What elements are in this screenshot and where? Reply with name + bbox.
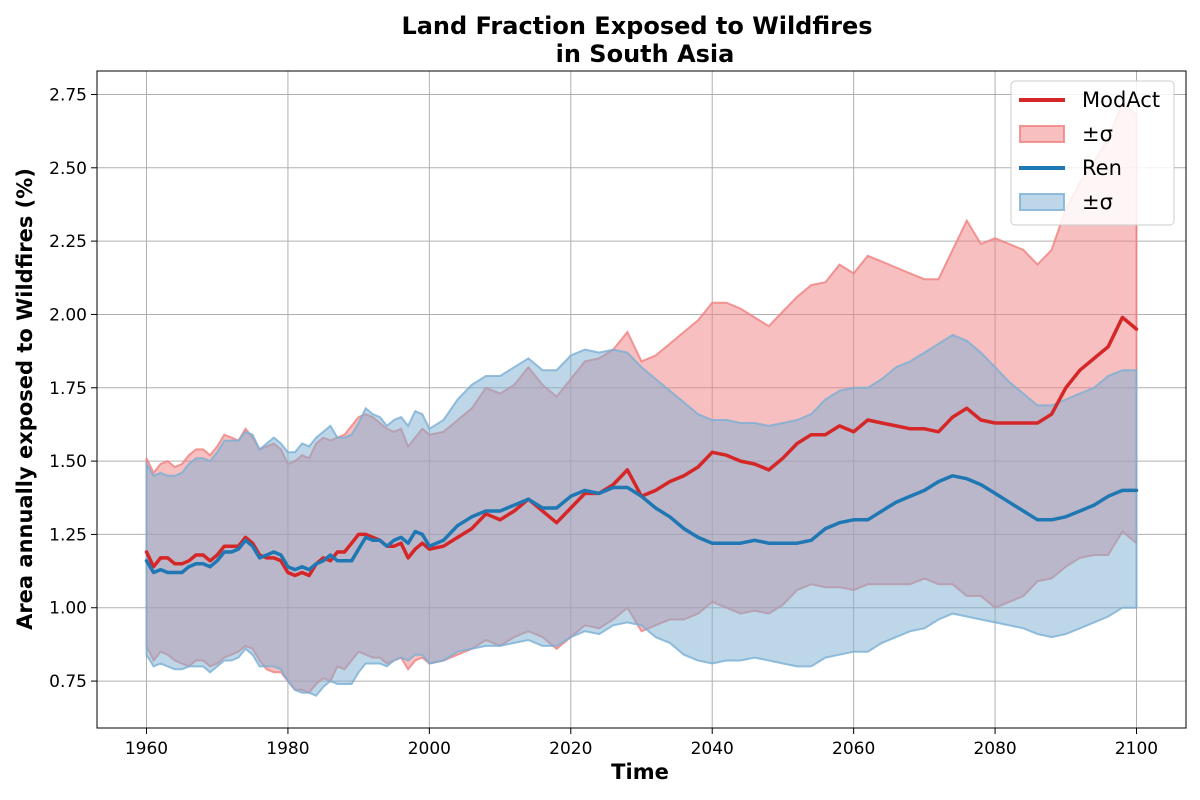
- y-tick-label: 0.75: [49, 672, 87, 692]
- x-axis-label: Time: [611, 760, 669, 784]
- chart-title-line1: Land Fraction Exposed to Wildfires: [401, 12, 872, 40]
- legend-label: ModAct: [1082, 88, 1160, 112]
- line-modact: [144, 315, 1139, 578]
- x-tick-label: 2080: [973, 739, 1016, 759]
- x-tick-label: 2000: [408, 739, 451, 759]
- legend-label: Ren: [1082, 156, 1122, 180]
- y-tick-label: 1.25: [49, 525, 87, 545]
- legend-box: [1010, 80, 1175, 226]
- y-tick-label: 2.00: [49, 305, 87, 325]
- y-tick-label: 2.50: [49, 159, 87, 179]
- y-tick-label: 1.75: [49, 379, 87, 399]
- legend-band-swatch: [1019, 125, 1065, 143]
- x-tick-label: 1960: [125, 739, 168, 759]
- x-tick-label: 1980: [266, 739, 309, 759]
- legend-label: ±σ: [1082, 190, 1113, 214]
- y-tick-label: 2.75: [49, 85, 87, 105]
- x-tick-label: 2040: [691, 739, 734, 759]
- x-tick-label: 2100: [1115, 739, 1158, 759]
- legend-band-swatch: [1019, 193, 1065, 211]
- x-tick-label: 2060: [832, 739, 875, 759]
- y-tick-label: 2.25: [49, 232, 87, 252]
- band-ren: [145, 333, 1138, 697]
- plot-frame: [96, 70, 1187, 729]
- series-lines: [144, 315, 1139, 578]
- uncertainty-bands: [145, 101, 1138, 697]
- legend: ModAct ±σ Ren ±σ: [1010, 80, 1175, 226]
- y-tick-label: 1.50: [49, 452, 87, 472]
- legend-label: ±σ: [1082, 122, 1113, 146]
- y-axis-ticks: 0.75 1.00 1.25 1.50 1.75 2.00 2.25 2.50 2.75: [49, 85, 97, 692]
- line-ren: [144, 474, 1139, 575]
- x-axis-ticks: 1960 1980 2000 2020 2040 2060 2080 2100: [125, 728, 1158, 759]
- y-tick-label: 1.00: [49, 599, 87, 619]
- y-axis-label: Area annually exposed to Wildfires (%): [13, 168, 37, 630]
- x-tick-label: 2020: [549, 739, 592, 759]
- chart-title-line2: in South Asia: [556, 40, 735, 68]
